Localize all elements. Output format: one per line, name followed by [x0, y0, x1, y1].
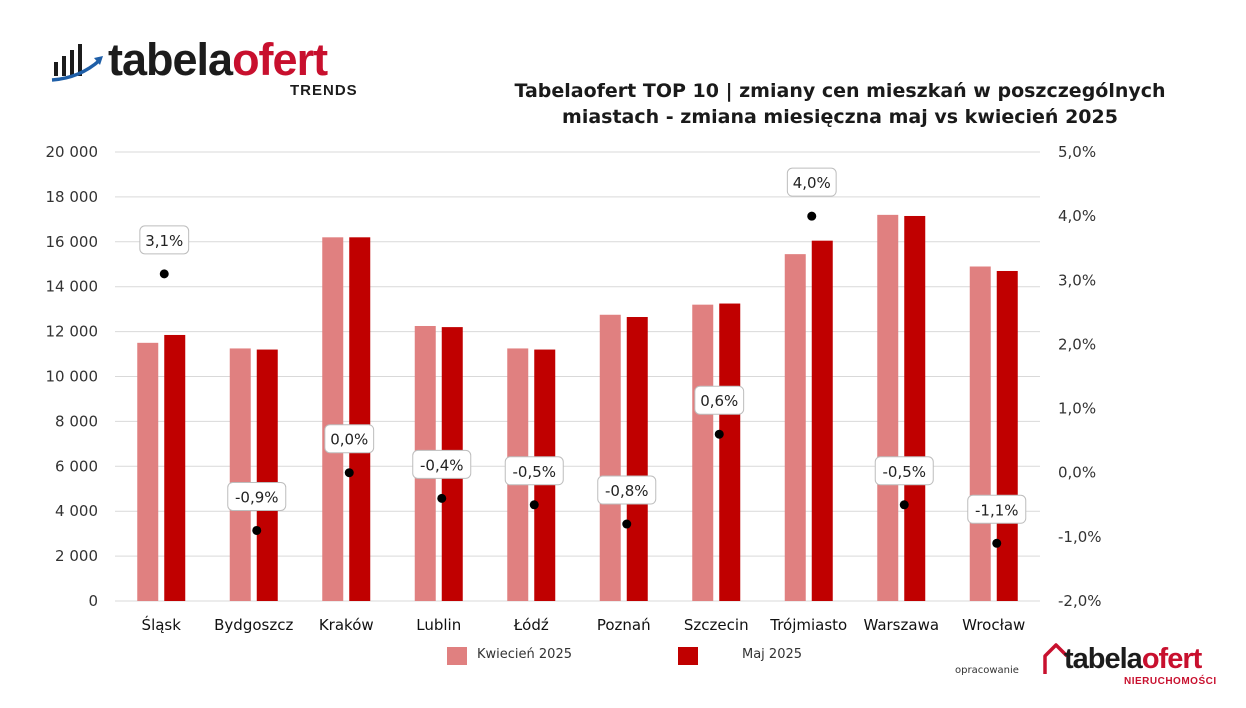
- change-label-box: [874, 456, 934, 486]
- change-label-box: [139, 225, 190, 255]
- y-right-tick-label: 2,0%: [1058, 335, 1096, 353]
- legend-swatch-may: [678, 647, 698, 665]
- change-data-label: -0,5%: [512, 463, 556, 481]
- change-point: [807, 211, 817, 221]
- x-category-label: Bydgoszcz: [214, 616, 293, 634]
- bar-may: [811, 240, 833, 602]
- x-category-label: Wrocław: [962, 616, 1025, 634]
- y-right-tick-label: -1,0%: [1058, 528, 1102, 546]
- change-data-label: 3,1%: [145, 232, 183, 250]
- bar-april: [877, 214, 899, 602]
- bar-april: [137, 342, 159, 601]
- x-category-label: Lublin: [416, 616, 461, 634]
- change-label-box: [504, 456, 564, 486]
- brand-logo: tabelaofert TRENDS: [50, 34, 380, 104]
- bar-may: [256, 349, 278, 601]
- y-left-tick-label: 14 000: [46, 278, 99, 296]
- change-label-box: [324, 424, 375, 454]
- y-left-tick-label: 0: [88, 592, 98, 610]
- change-data-label: -0,9%: [235, 488, 279, 506]
- credit-logo: tabelaofert NIERUCHOMOŚCI: [1040, 640, 1220, 692]
- y-left-tick-label: 12 000: [46, 323, 99, 341]
- y-left-tick-label: 20 000: [46, 143, 99, 161]
- change-data-label: -0,5%: [882, 463, 926, 481]
- y-right-tick-label: -2,0%: [1058, 592, 1102, 610]
- x-category-label: Poznań: [597, 616, 651, 634]
- credit-name-part1: tabela: [1064, 643, 1143, 675]
- bar-april: [969, 266, 991, 601]
- bar-may: [349, 237, 371, 601]
- x-category-label: Szczecin: [684, 616, 749, 634]
- y-left-tick-label: 16 000: [46, 233, 99, 251]
- change-label-box: [967, 494, 1027, 524]
- bar-may: [904, 215, 926, 602]
- x-category-label: Trójmiasto: [769, 616, 847, 634]
- bar-chart-logo-icon: [51, 44, 103, 82]
- x-category-label: Łódź: [513, 616, 549, 634]
- bar-april: [322, 237, 344, 601]
- change-data-label: -0,8%: [605, 482, 649, 500]
- bar-april: [229, 348, 251, 601]
- y-left-tick-label: 4 000: [55, 502, 98, 520]
- bar-may: [719, 303, 741, 601]
- change-point: [252, 525, 262, 535]
- x-category-label: Kraków: [319, 616, 374, 634]
- credit-subtitle: NIERUCHOMOŚCI: [1124, 676, 1217, 687]
- house-icon: [1043, 643, 1069, 674]
- y-right-tick-label: 3,0%: [1058, 271, 1096, 289]
- bar-may: [164, 334, 186, 601]
- change-label-box: [694, 385, 745, 415]
- legend-swatch-april: [447, 647, 467, 665]
- legend-label-may: Maj 2025: [742, 647, 803, 662]
- y-right-tick-label: 0,0%: [1058, 464, 1096, 482]
- credit-wordmark: tabelaofert: [1064, 642, 1202, 676]
- bar-may: [626, 317, 648, 601]
- bar-april: [599, 314, 621, 601]
- y-left-tick-label: 10 000: [46, 368, 99, 386]
- y-left-tick-label: 8 000: [55, 412, 98, 430]
- change-label-box: [227, 481, 287, 511]
- change-label-box: [786, 167, 837, 197]
- change-point: [159, 269, 169, 279]
- y-left-tick-label: 18 000: [46, 188, 99, 206]
- change-data-label: -0,4%: [420, 456, 464, 474]
- legend-label-april: Kwiecień 2025: [477, 647, 572, 662]
- y-right-tick-label: 1,0%: [1058, 400, 1096, 418]
- change-data-label: 0,6%: [700, 392, 738, 410]
- change-point: [899, 500, 909, 510]
- change-point: [714, 429, 724, 439]
- chart-title: Tabelaofert TOP 10 | zmiany cen mieszkań…: [514, 80, 1166, 128]
- brand-name-part2: ofert: [232, 34, 328, 85]
- change-point: [992, 538, 1002, 548]
- bar-may: [996, 270, 1018, 601]
- credit-label: opracowanie: [955, 665, 1019, 676]
- brand-name-part1: tabela: [108, 34, 233, 85]
- change-point: [622, 519, 632, 529]
- change-point: [437, 493, 447, 503]
- change-label-box: [412, 449, 472, 479]
- change-data-label: 0,0%: [330, 431, 368, 449]
- change-point: [344, 468, 354, 478]
- y-left-tick-label: 6 000: [55, 457, 98, 475]
- bar-april: [692, 304, 714, 601]
- x-category-label: Śląsk: [142, 615, 182, 634]
- y-right-tick-label: 5,0%: [1058, 143, 1096, 161]
- bar-april: [784, 254, 806, 601]
- change-point: [529, 500, 539, 510]
- x-category-label: Warszawa: [863, 616, 939, 634]
- brand-subtitle: TRENDS: [290, 82, 358, 99]
- change-data-label: 4,0%: [793, 174, 831, 192]
- credit-name-part2: ofert: [1141, 643, 1202, 675]
- change-data-label: -1,1%: [975, 501, 1019, 519]
- brand-wordmark: tabelaofert: [108, 34, 328, 86]
- y-right-tick-label: 4,0%: [1058, 207, 1096, 225]
- y-left-tick-label: 2 000: [55, 547, 98, 565]
- change-label-box: [597, 475, 657, 505]
